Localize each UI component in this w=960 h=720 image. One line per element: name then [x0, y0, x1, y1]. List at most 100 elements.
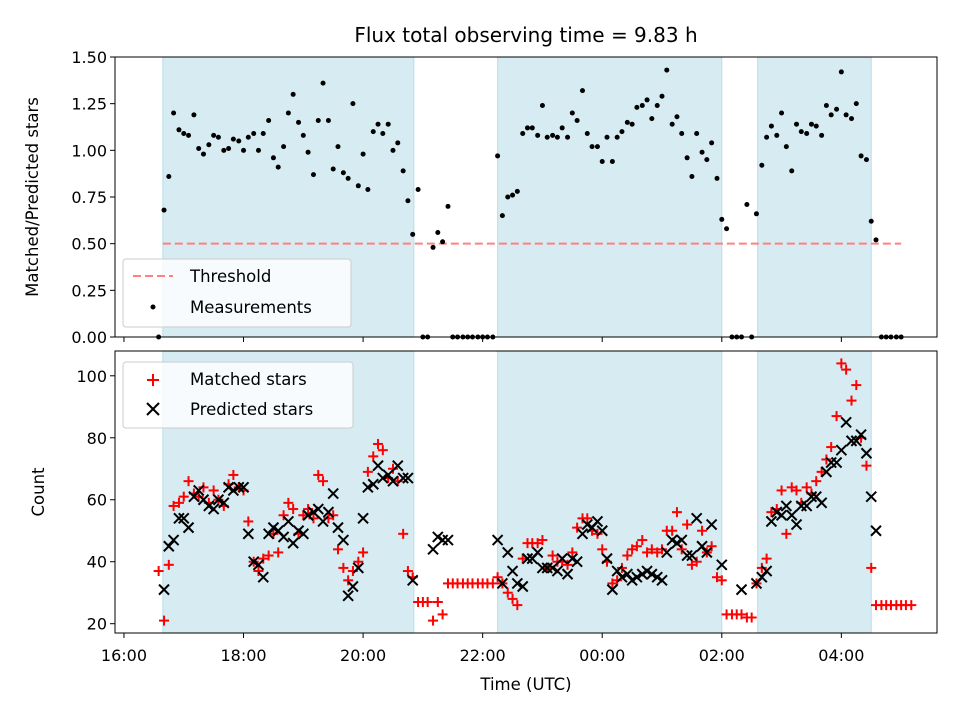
measurement-point: [794, 121, 800, 127]
predicted-star-point: [352, 562, 365, 574]
matched-star-point: [402, 566, 413, 577]
matched-star-point: [273, 547, 284, 558]
matched-star-point: [716, 575, 727, 586]
matched-star-point: [861, 460, 872, 471]
matched-star-point: [811, 476, 822, 487]
predicted-star-point: [521, 552, 534, 565]
predicted-star-point: [237, 481, 250, 494]
measurement-point: [709, 140, 715, 146]
y-tick-label: 0.00: [71, 328, 107, 347]
measurement-point: [529, 125, 535, 131]
x-tick-label: 22:00: [460, 646, 506, 665]
predicted-star-point: [601, 552, 613, 565]
measurement-point: [395, 140, 401, 146]
measurement-point: [230, 136, 236, 142]
x-tick-label: 04:00: [818, 646, 864, 665]
predicted-star-point: [242, 528, 255, 540]
measurement-point: [544, 134, 550, 140]
predicted-star-point: [188, 490, 200, 503]
measurement-point: [245, 134, 251, 140]
measurement-point: [215, 134, 221, 140]
predicted-star-point: [686, 549, 698, 562]
measurement-point: [789, 168, 795, 174]
matched-star-point: [821, 454, 832, 465]
measurement-point: [604, 134, 610, 140]
predicted-star-point: [322, 506, 335, 518]
x-tick-label: 20:00: [340, 646, 386, 665]
predicted-star-point: [760, 565, 773, 577]
matched-star-point: [816, 466, 827, 477]
predicted-star-point: [661, 546, 673, 559]
measurement-point: [669, 121, 675, 127]
matched-star-point: [318, 476, 329, 487]
predicted-star-point: [287, 537, 299, 549]
measurement-point: [535, 132, 541, 138]
y-tick-label: 60: [87, 491, 107, 510]
chart-title: Flux total observing time = 9.83 h: [354, 23, 697, 47]
predicted-star-point: [327, 487, 339, 500]
measurement-point: [266, 117, 272, 123]
measurement-point: [838, 69, 844, 75]
measurement-point: [300, 132, 306, 138]
x-tick-label: 02:00: [699, 646, 745, 665]
measurement-point: [161, 207, 167, 213]
measurement-point: [385, 121, 391, 127]
ratio-measurements: [156, 67, 904, 340]
matched-star-point: [313, 469, 324, 480]
measurement-point: [315, 117, 321, 123]
predicted-star-point: [407, 574, 419, 587]
matched-star-point: [422, 597, 433, 608]
measurement-point: [659, 93, 665, 99]
matched-star-point: [616, 562, 627, 573]
matched-star-point: [178, 491, 189, 502]
measurement-point: [819, 132, 825, 138]
matched-star-point: [298, 510, 309, 521]
measurement-point: [360, 151, 366, 157]
matched-star-point: [697, 525, 708, 536]
predicted-star-point: [173, 512, 185, 525]
predicted-star-point: [830, 456, 843, 469]
matched-star-point: [373, 438, 384, 449]
measurement-point: [579, 88, 585, 94]
matched-star-point: [517, 553, 528, 564]
measurement-point: [609, 159, 615, 165]
predicted-star-point: [606, 583, 619, 596]
predicted-star-point: [855, 428, 867, 441]
measurement-point: [744, 201, 750, 207]
predicted-legend-label: Predicted stars: [190, 400, 313, 419]
measurement-point: [764, 134, 770, 140]
matched-star-point: [592, 528, 603, 539]
predicted-star-point: [392, 459, 404, 472]
matched-star-point: [153, 566, 164, 577]
measurement-point: [200, 151, 206, 157]
measurement-point: [221, 147, 227, 153]
y-tick-label: 1.00: [71, 141, 107, 160]
top-panel-ticks: 0.00 0.25 0.50 0.75 1.00 1.25 1.50: [71, 48, 842, 347]
bottom-panel-frame: [114, 350, 938, 634]
matched-legend-label: Matched stars: [190, 370, 307, 389]
measurement-point: [868, 218, 874, 224]
matched-star-point: [253, 566, 264, 577]
threshold-legend-label: Threshold: [189, 267, 271, 286]
predicted-star-point: [367, 478, 379, 490]
predicted-star-point: [218, 497, 230, 509]
predicted-star-point: [705, 518, 718, 531]
measurement-point: [768, 123, 774, 129]
matched-star-point: [163, 559, 174, 570]
matched-legend-swatch: [147, 374, 159, 386]
predicted-star-point: [850, 435, 863, 447]
measurement-point: [355, 183, 361, 189]
measurement-point: [863, 157, 869, 163]
measurement-point: [614, 134, 620, 140]
measurement-point: [569, 110, 575, 116]
measurement-point: [275, 164, 281, 170]
predicted-star-point: [347, 580, 359, 593]
measurement-point: [510, 192, 516, 198]
measurement-point: [624, 119, 630, 125]
predicted-star-point: [427, 543, 439, 556]
predicted-star-point: [531, 546, 544, 559]
measurement-point: [759, 162, 765, 168]
matched-star-point: [343, 575, 354, 586]
measurement-point: [798, 129, 804, 135]
matched-star-point: [667, 525, 678, 536]
